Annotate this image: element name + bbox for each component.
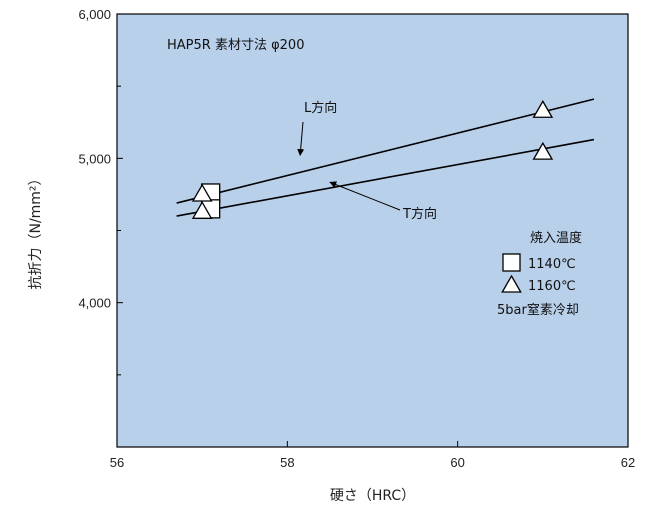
legend-label-1140: 1140℃ [528, 257, 576, 272]
point-triangle-3 [191, 200, 213, 219]
x-tick-label-1: 58 [280, 455, 294, 470]
y-axis-title: 抗折力（N/mm²） [28, 171, 44, 289]
series-line-1 [176, 138, 595, 217]
plot-frame [116, 13, 629, 448]
annotation-title: HAP5R 素材寸法 φ200 [167, 38, 304, 53]
y-tick-label-2: 6,000 [78, 7, 111, 22]
arrow-t [329, 181, 401, 211]
series-label-t: T方向 [402, 206, 437, 222]
point-triangle-5 [532, 141, 554, 160]
x-tick-label-3: 62 [621, 455, 635, 470]
x-tick-label-2: 60 [450, 455, 464, 470]
series-label-l: L方向 [304, 100, 337, 116]
y-minor-ticks [117, 85, 121, 376]
arrow-l [297, 121, 305, 157]
series-line-0 [176, 98, 595, 204]
legend: 焼入温度 1140℃ 1160℃ 5bar窒素冷却 [497, 230, 582, 318]
y-tick-label-1: 5,000 [78, 151, 111, 166]
x-tick-label-0: 56 [110, 455, 124, 470]
series-layer [176, 98, 595, 217]
legend-triangle-marker [501, 274, 522, 293]
y-tick-label-0: 4,000 [78, 296, 111, 311]
points-layer [191, 99, 554, 219]
legend-title: 焼入温度 [530, 230, 582, 246]
legend-square-marker [502, 253, 521, 272]
legend-label-1160: 1160℃ [528, 279, 576, 294]
point-triangle-2 [191, 183, 213, 202]
legend-note: 5bar窒素冷却 [497, 302, 579, 318]
annotation-arrows [297, 121, 401, 211]
point-triangle-4 [532, 99, 554, 118]
x-axis-title: 硬さ（HRC） [330, 488, 415, 504]
plot-area [117, 14, 628, 447]
